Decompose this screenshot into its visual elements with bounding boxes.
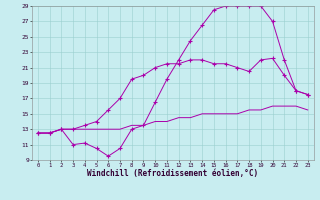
X-axis label: Windchill (Refroidissement éolien,°C): Windchill (Refroidissement éolien,°C) bbox=[87, 169, 258, 178]
